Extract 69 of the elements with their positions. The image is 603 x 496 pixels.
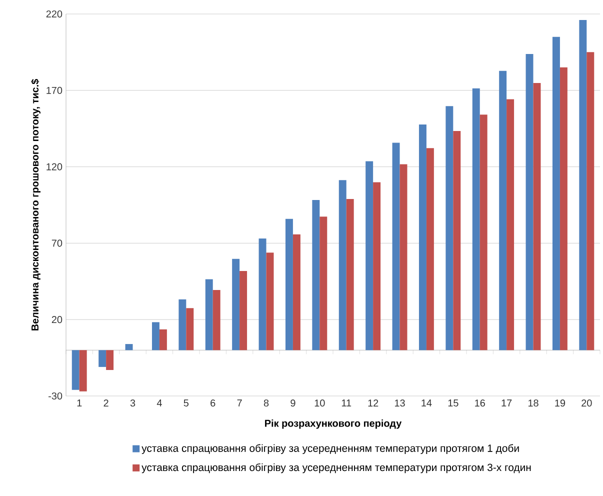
- y-tick-label: 20: [52, 316, 62, 324]
- bar: [366, 161, 374, 350]
- bar: [446, 106, 454, 350]
- bar: [186, 308, 194, 350]
- x-tick-label: 11: [342, 400, 352, 406]
- x-tick-label: 15: [448, 400, 458, 406]
- bar: [178, 299, 186, 350]
- bar: [560, 67, 568, 350]
- bar: [586, 52, 594, 350]
- x-tick-label: 6: [210, 400, 216, 407]
- bar: [159, 329, 167, 350]
- x-tick-label: 7: [237, 400, 242, 406]
- bar: [579, 20, 587, 350]
- bar: [480, 114, 488, 350]
- bar: [98, 350, 106, 367]
- bar: [338, 180, 346, 350]
- y-tick-label: 220: [46, 10, 62, 18]
- y-tick-label: 170: [46, 86, 62, 94]
- y-axis-title: Величина дисконтованого грошового потоку, тис.$: [31, 78, 40, 330]
- bar: [212, 290, 220, 350]
- bar: [373, 182, 381, 350]
- x-tick-label: 12: [368, 400, 378, 406]
- bar: [106, 350, 114, 370]
- bar: [472, 88, 480, 350]
- bar: [79, 350, 87, 392]
- bar: [266, 252, 274, 350]
- bar: [232, 258, 240, 350]
- x-tick-label: 10: [314, 400, 325, 407]
- x-tick-label: 18: [528, 400, 538, 407]
- bar: [392, 142, 400, 350]
- x-tick-label: 4: [156, 400, 162, 406]
- bar: [152, 322, 160, 350]
- y-tick-label: 70: [52, 240, 62, 247]
- y-tick-label: 120: [46, 163, 62, 170]
- x-tick-label: 9: [290, 400, 296, 407]
- bar: [533, 83, 541, 350]
- x-tick-label: 17: [502, 400, 512, 406]
- legend-label: уставка спрацювання обігріву за усередненням температури протягом 1 доби: [142, 444, 519, 454]
- bar: [312, 200, 320, 350]
- legend-label: уставка спрацювання обігріву за усередненням температури протягом 3-х годин: [142, 463, 531, 474]
- bar: [426, 148, 434, 350]
- bar: [285, 218, 293, 350]
- x-tick-label: 1: [77, 400, 82, 406]
- bar: [292, 234, 300, 350]
- bar: [346, 199, 354, 350]
- bar: [552, 36, 560, 350]
- y-tick-label: -30: [48, 392, 62, 400]
- bar: [258, 238, 266, 350]
- x-tick-label: 16: [475, 400, 485, 407]
- bar: [72, 350, 80, 390]
- bar: [526, 54, 534, 350]
- bar: [418, 124, 426, 350]
- x-tick-label: 13: [394, 400, 405, 407]
- x-axis-title: Рік розрахункового періоду: [265, 420, 402, 429]
- x-tick-label: 14: [422, 400, 432, 406]
- x-tick-label: 2: [104, 400, 108, 406]
- x-tick-label: 20: [582, 400, 592, 407]
- x-tick-label: 3: [130, 400, 136, 407]
- bar: [320, 216, 328, 350]
- x-tick-label: 19: [555, 400, 566, 407]
- x-tick-label: 8: [264, 400, 269, 407]
- bar: [506, 99, 514, 350]
- bar: [499, 70, 507, 350]
- bar: [205, 279, 213, 350]
- bar: [453, 131, 461, 350]
- bar: [125, 344, 133, 350]
- bar: [240, 270, 248, 350]
- x-tick-label: 5: [184, 400, 189, 406]
- bar: [400, 164, 408, 350]
